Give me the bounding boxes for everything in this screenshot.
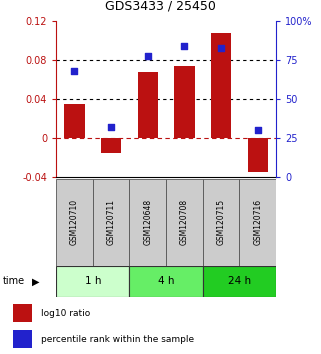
Point (219, 45, 224, 51)
Text: GDS3433 / 25450: GDS3433 / 25450 (105, 0, 216, 12)
Point (145, 53, 150, 58)
Text: GSM120708: GSM120708 (180, 199, 189, 245)
Bar (129, 179, 166, 266)
Text: GSM120648: GSM120648 (143, 199, 152, 245)
Bar (93, 179, 129, 266)
Text: GSM120716: GSM120716 (253, 199, 262, 245)
Bar (211, 33, 231, 138)
Point (108, 124, 114, 130)
Text: ▶: ▶ (32, 276, 39, 286)
Bar (239, 179, 276, 266)
Bar (129, 266, 203, 297)
Text: 24 h: 24 h (228, 276, 251, 286)
Text: 1 h: 1 h (84, 276, 101, 286)
Point (72, 68, 77, 74)
Point (182, 43, 187, 49)
Bar (203, 179, 239, 266)
Bar (248, 138, 268, 172)
Text: GSM120711: GSM120711 (107, 199, 116, 245)
Bar (174, 66, 195, 138)
Bar (138, 72, 158, 138)
Point (255, 127, 260, 133)
Bar (13, 330, 31, 348)
Bar (166, 179, 203, 266)
Bar (13, 304, 31, 322)
Text: time: time (3, 276, 25, 286)
Bar (56, 266, 129, 297)
Text: GSM120710: GSM120710 (70, 199, 79, 245)
Text: log10 ratio: log10 ratio (41, 309, 90, 318)
Text: 4 h: 4 h (158, 276, 174, 286)
Text: GSM120715: GSM120715 (217, 199, 226, 245)
Bar (56, 179, 93, 266)
Bar (65, 104, 84, 138)
Text: percentile rank within the sample: percentile rank within the sample (41, 335, 194, 344)
Bar (203, 266, 276, 297)
Bar (101, 138, 121, 153)
